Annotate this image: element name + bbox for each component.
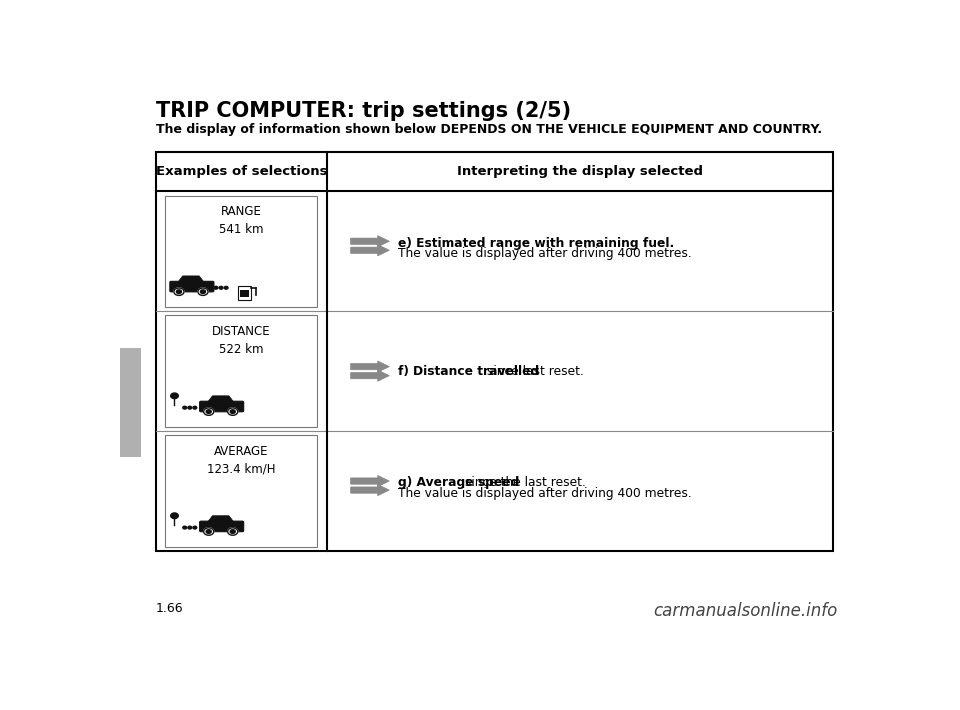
Circle shape xyxy=(214,286,218,289)
Text: since last reset.: since last reset. xyxy=(483,365,584,378)
Circle shape xyxy=(182,406,186,409)
Text: Examples of selections: Examples of selections xyxy=(156,165,327,178)
Circle shape xyxy=(171,393,179,398)
Polygon shape xyxy=(350,476,390,486)
Circle shape xyxy=(198,288,208,295)
FancyBboxPatch shape xyxy=(200,521,244,532)
Text: g) Average speed: g) Average speed xyxy=(397,476,519,489)
Text: RANGE: RANGE xyxy=(221,205,262,219)
Circle shape xyxy=(204,408,214,415)
Circle shape xyxy=(188,406,192,409)
Bar xyxy=(240,290,249,297)
Text: Interpreting the display selected: Interpreting the display selected xyxy=(457,165,703,178)
Bar xyxy=(156,152,832,551)
Text: Distance travelled: Distance travelled xyxy=(413,365,540,378)
Text: carmanualsonline.info: carmanualsonline.info xyxy=(654,602,838,620)
Text: TRIP COMPUTER: trip settings (2/5): TRIP COMPUTER: trip settings (2/5) xyxy=(156,101,571,121)
Circle shape xyxy=(206,530,211,533)
Text: e) Estimated range with remaining fuel.: e) Estimated range with remaining fuel. xyxy=(397,236,674,249)
Text: 541 km: 541 km xyxy=(219,223,264,236)
Polygon shape xyxy=(350,484,390,496)
Text: The display of information shown below DEPENDS ON THE VEHICLE EQUIPMENT AND COUN: The display of information shown below D… xyxy=(156,124,822,136)
Polygon shape xyxy=(350,236,390,247)
Polygon shape xyxy=(207,515,234,523)
Bar xyxy=(238,285,251,300)
Bar xyxy=(120,348,141,457)
Circle shape xyxy=(188,526,192,529)
FancyBboxPatch shape xyxy=(170,281,214,292)
Bar xyxy=(165,315,317,427)
Polygon shape xyxy=(350,361,390,372)
Polygon shape xyxy=(350,370,390,381)
Circle shape xyxy=(219,286,223,289)
Circle shape xyxy=(171,513,179,518)
Bar xyxy=(165,435,317,547)
Circle shape xyxy=(225,286,228,289)
Text: AVERAGE: AVERAGE xyxy=(214,445,269,458)
Circle shape xyxy=(228,408,238,415)
Text: 522 km: 522 km xyxy=(219,343,264,356)
Circle shape xyxy=(193,526,197,529)
Circle shape xyxy=(230,530,235,533)
FancyBboxPatch shape xyxy=(200,401,244,412)
Text: The value is displayed after driving 400 metres.: The value is displayed after driving 400… xyxy=(397,248,691,261)
Text: 123.4 km/H: 123.4 km/H xyxy=(207,463,276,476)
Text: since the last reset.: since the last reset. xyxy=(461,476,586,489)
Text: f): f) xyxy=(397,365,417,378)
Circle shape xyxy=(182,526,186,529)
Text: The value is displayed after driving 400 metres.: The value is displayed after driving 400… xyxy=(397,487,691,501)
Polygon shape xyxy=(350,245,390,256)
Polygon shape xyxy=(207,395,234,403)
Bar xyxy=(165,195,317,307)
Circle shape xyxy=(228,528,238,535)
Circle shape xyxy=(204,528,214,535)
Polygon shape xyxy=(178,276,204,283)
Circle shape xyxy=(206,410,211,413)
Text: 1.66: 1.66 xyxy=(156,603,183,616)
Text: DISTANCE: DISTANCE xyxy=(212,325,271,338)
Circle shape xyxy=(201,290,205,293)
Circle shape xyxy=(177,290,181,293)
Circle shape xyxy=(230,410,235,413)
Circle shape xyxy=(193,406,197,409)
Circle shape xyxy=(174,288,184,295)
